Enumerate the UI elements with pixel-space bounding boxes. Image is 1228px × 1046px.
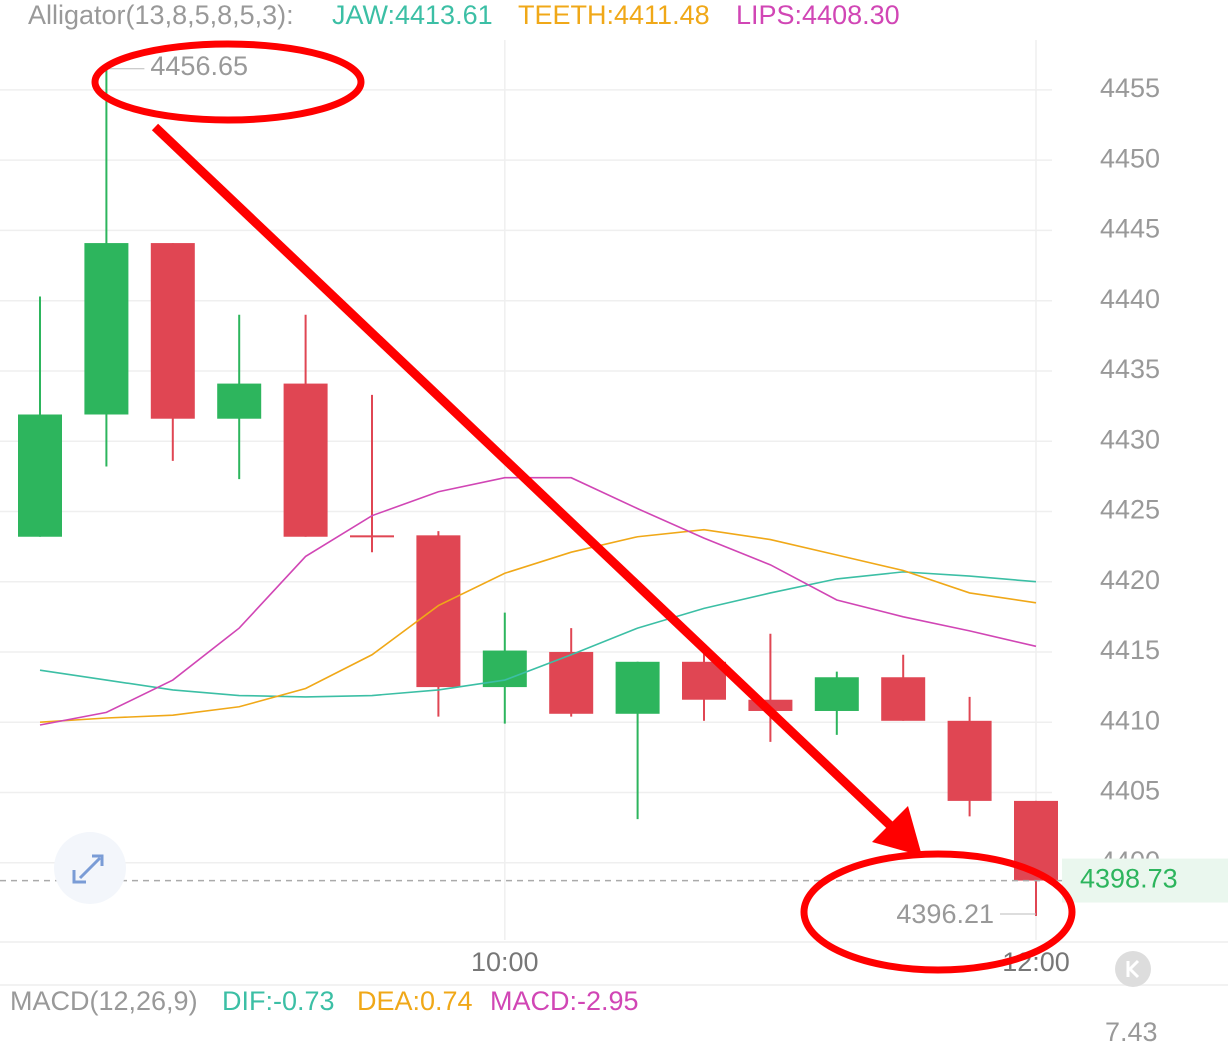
candle-body — [482, 650, 527, 688]
candle-body — [881, 677, 926, 721]
macd-dif: DIF:-0.73 — [222, 986, 335, 1016]
macd-dea: DEA:0.74 — [357, 986, 473, 1016]
k-button[interactable] — [1115, 951, 1151, 987]
candle-body — [615, 661, 660, 714]
candle-body — [748, 699, 793, 711]
macd-title: MACD(12,26,9) — [10, 986, 198, 1016]
candle-body — [217, 383, 262, 419]
y-tick-label: 4430 — [1100, 424, 1160, 454]
teeth-label: TEETH:4411.48 — [518, 0, 710, 30]
y-tick-label: 4450 — [1100, 143, 1160, 173]
max-label: 4456.65 — [150, 51, 248, 81]
y-tick-label: 4420 — [1100, 565, 1160, 595]
candle-body — [283, 383, 328, 537]
arrow-shaft — [151, 123, 899, 834]
jaw-label: JAW:4413.61 — [332, 0, 493, 30]
x-tick-label: 10:00 — [471, 947, 539, 977]
candle-body — [814, 677, 859, 711]
y-tick-label: 4425 — [1100, 495, 1160, 525]
highlight-ellipse — [91, 40, 365, 124]
y-tick-label: 4415 — [1100, 635, 1160, 665]
candle-body — [947, 720, 992, 801]
candle-body — [84, 243, 129, 415]
arrow-head — [872, 806, 922, 856]
price-tag-bg — [1062, 858, 1228, 903]
annotation-layer: 4456.65 4396.21 — [91, 40, 1076, 974]
lips-label: LIPS:4408.30 — [736, 0, 900, 30]
y-tick-label: 4405 — [1100, 776, 1160, 806]
y-tick-label: 4410 — [1100, 705, 1160, 735]
y-tick-label: 4455 — [1100, 73, 1160, 103]
last-price-label: 4398.73 — [1080, 864, 1178, 894]
indicator-line — [39, 476, 1037, 726]
candle-body — [549, 651, 594, 714]
expand-icon[interactable] — [54, 832, 126, 904]
y-tick-label: 4440 — [1100, 284, 1160, 314]
candle-body — [416, 535, 461, 688]
candle-body — [150, 243, 195, 419]
candle-body — [350, 535, 394, 538]
macd-axis-label: 7.43 — [1105, 1017, 1158, 1046]
indicator-line — [39, 528, 1037, 724]
macd-value: MACD:-2.95 — [490, 986, 639, 1016]
y-tick-label: 4435 — [1100, 354, 1160, 384]
indicator-line — [39, 571, 1037, 698]
base-layer: 4400440544104415442044254430443544404445… — [0, 40, 1228, 977]
highlight-ellipse — [800, 850, 1076, 974]
candle-body — [18, 414, 62, 537]
min-label: 4396.21 — [896, 899, 994, 929]
y-tick-label: 4445 — [1100, 214, 1160, 244]
indicator-title: Alligator(13,8,5,8,5,3): — [28, 0, 294, 30]
